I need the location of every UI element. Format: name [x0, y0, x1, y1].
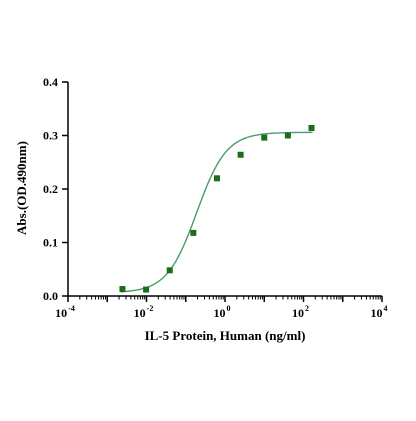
- data-point: [166, 267, 173, 274]
- data-point: [237, 151, 244, 158]
- y-tick-label: 0.4: [43, 75, 58, 89]
- y-tick-label: 0.2: [43, 182, 58, 196]
- data-point: [143, 286, 150, 293]
- data-point: [190, 229, 197, 236]
- data-point: [284, 132, 291, 139]
- y-tick-label: 0.0: [43, 289, 58, 303]
- x-axis-title: IL-5 Protein, Human (ng/ml): [145, 328, 306, 343]
- x-tick-label: 10-4: [55, 304, 75, 320]
- x-tick-label: 10-2: [134, 304, 154, 320]
- x-tick-label: 104: [371, 304, 388, 320]
- y-tick-label: 0.3: [43, 129, 58, 143]
- data-point: [119, 286, 126, 293]
- fit-curve-layer: [120, 131, 313, 293]
- fit-curve-line: [120, 131, 313, 293]
- data-point: [213, 175, 220, 182]
- y-tick-label: 0.1: [43, 236, 58, 250]
- x-tick-label: 100: [214, 304, 231, 320]
- data-point: [261, 134, 268, 141]
- y-axis-title: Abs.(OD.490nm): [14, 141, 29, 235]
- data-points: [119, 125, 315, 293]
- axes: 0.0 0.1 0.2 0.3 0.4 10-4 10-2 100 102 104: [43, 75, 388, 320]
- x-tick-label: 102: [292, 304, 309, 320]
- data-point: [308, 125, 315, 132]
